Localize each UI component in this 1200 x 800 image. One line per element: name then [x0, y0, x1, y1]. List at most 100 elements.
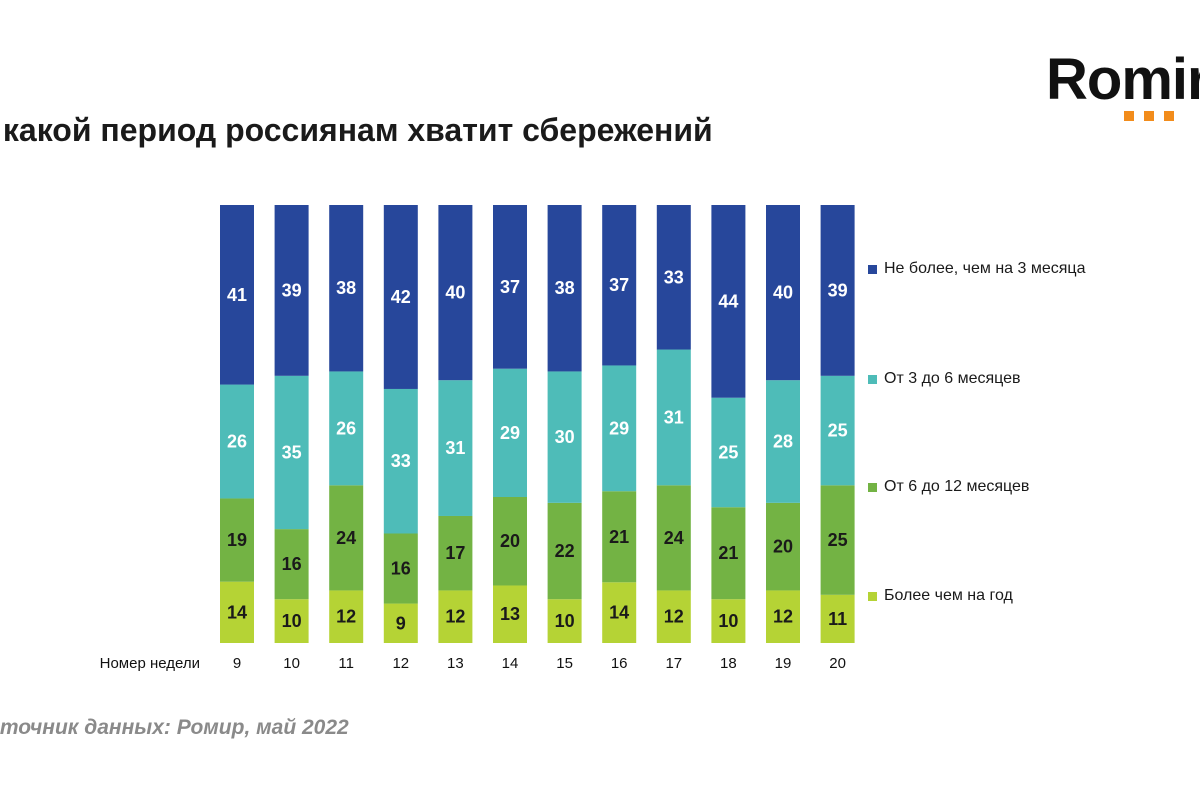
bar-segment [766, 205, 800, 381]
bar-segment [383, 533, 418, 604]
x-tick-label: 15 [556, 655, 573, 672]
bar-segment [602, 365, 637, 492]
data-label: 31 [445, 438, 465, 458]
bar-segment [766, 590, 800, 643]
data-label: 16 [391, 559, 411, 579]
data-label: 38 [555, 278, 575, 298]
bar-segment [656, 590, 691, 643]
data-label: 14 [227, 602, 247, 622]
data-label: 16 [282, 554, 302, 574]
data-label: 31 [664, 407, 684, 427]
data-label: 33 [391, 451, 411, 471]
bar-segment [602, 582, 637, 643]
x-tick-label: 20 [829, 655, 846, 672]
data-label: 25 [828, 421, 848, 441]
data-label: 25 [718, 442, 738, 462]
logo-dot [1144, 111, 1154, 121]
x-tick-label: 11 [338, 655, 354, 672]
bar-segment [547, 502, 582, 600]
data-label: 33 [664, 267, 684, 287]
logo-text: Romir [1046, 47, 1200, 112]
data-label: 28 [773, 432, 793, 452]
data-label: 39 [282, 280, 302, 300]
data-label: 38 [336, 278, 356, 298]
romir-logo: Romir [1046, 48, 1200, 128]
bar-segment [711, 599, 746, 643]
bar-segment [438, 205, 473, 381]
data-label: 39 [828, 280, 848, 300]
data-label: 10 [282, 611, 302, 631]
data-label: 20 [773, 537, 793, 557]
logo-dot [1124, 111, 1134, 121]
legend-label: От 3 до 6 месяцев [884, 370, 1021, 387]
bar-segment [274, 529, 309, 600]
bar-segment [493, 497, 527, 586]
x-tick-label: 18 [720, 655, 737, 672]
x-axis-label: Номер недели [100, 655, 200, 672]
legend-label: Не более, чем на 3 месяца [884, 260, 1086, 277]
bar-segment [329, 485, 364, 591]
bar-segment [383, 388, 418, 534]
bar-segment [820, 375, 855, 486]
bar-segment [493, 368, 527, 497]
data-label: 20 [500, 531, 520, 551]
x-tick-label: 9 [233, 655, 241, 672]
bar-segment [820, 594, 855, 643]
bar-segment [274, 205, 309, 376]
data-label: 37 [500, 277, 520, 297]
chart-legend: Не более, чем на 3 месяца От 3 до 6 месяц… [868, 0, 1188, 800]
bar-segment [329, 590, 364, 643]
legend-item: Более чем на год [868, 587, 1013, 605]
legend-item: От 6 до 12 месяцев [868, 478, 1029, 496]
bar-segment [329, 205, 364, 372]
bar-segment [711, 205, 746, 398]
data-label: 26 [227, 432, 247, 452]
bar-segment [274, 375, 309, 530]
logo-dot [1164, 111, 1174, 121]
legend-swatch [868, 591, 877, 601]
bar-segment [438, 590, 473, 643]
bar-segment [220, 498, 254, 582]
data-label: 37 [609, 275, 629, 295]
data-label: 40 [445, 283, 465, 303]
bar-segment [383, 603, 418, 643]
x-tick-label: 19 [775, 655, 792, 672]
bar-segment [493, 585, 527, 643]
data-label: 29 [500, 423, 520, 443]
data-label: 26 [336, 418, 356, 438]
data-label: 41 [227, 285, 247, 305]
bar-segment [602, 491, 637, 583]
data-label: 17 [445, 543, 465, 563]
data-label: 25 [828, 530, 848, 550]
bar-segment [766, 502, 800, 591]
data-label: 13 [500, 604, 520, 624]
bar-segment [656, 349, 691, 486]
bar-segment [711, 507, 746, 600]
bar-segment [547, 599, 582, 643]
data-source-note: точник данных: Ромир, май 2022 [0, 716, 349, 739]
data-label: 12 [664, 607, 684, 627]
data-label: 10 [555, 611, 575, 631]
bar-segment [220, 205, 254, 385]
data-label: 30 [555, 427, 575, 447]
data-label: 14 [609, 603, 629, 623]
x-tick-label: 10 [283, 655, 300, 672]
data-label: 21 [609, 527, 629, 547]
bar-segment [766, 380, 800, 503]
data-label: 42 [391, 287, 411, 307]
data-label: 10 [718, 611, 738, 631]
data-label: 35 [282, 442, 302, 462]
data-label: 11 [828, 609, 847, 629]
bar-segment [656, 485, 691, 591]
data-label: 29 [609, 418, 629, 438]
data-label: 12 [445, 607, 465, 627]
chart-title: какой период россиянам хватит сбережений [0, 112, 713, 148]
x-tick-label: 13 [447, 655, 464, 672]
bar-segment [547, 205, 582, 372]
legend-item: Не более, чем на 3 месяца [868, 260, 1085, 278]
bar-segment [438, 515, 473, 591]
legend-item: От 3 до 6 месяцев [868, 370, 1021, 388]
data-label: 24 [664, 528, 684, 548]
data-label: 44 [718, 291, 738, 311]
legend-swatch [868, 374, 877, 384]
